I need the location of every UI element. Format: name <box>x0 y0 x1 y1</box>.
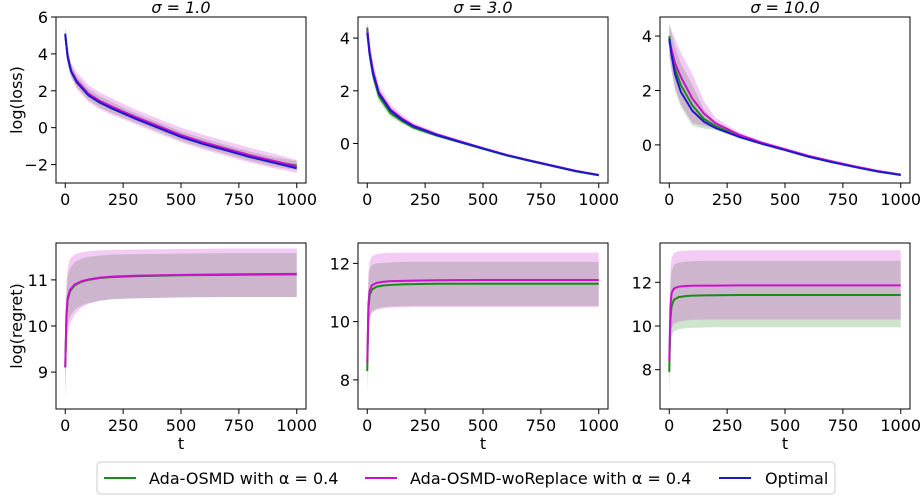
confidence-band-ada-osmd-with-0-4 <box>367 261 599 395</box>
plot-area <box>668 22 901 177</box>
y-tick-label: 4 <box>38 45 48 64</box>
y-tick-label: 0 <box>38 119 48 138</box>
subplot-title: σ = 10.0 <box>750 0 819 17</box>
confidence-band-ada-osmd-with-0-4 <box>367 22 599 177</box>
x-tick-label: 250 <box>410 416 441 435</box>
x-tick-label: 500 <box>166 190 197 209</box>
x-tick-label: 1000 <box>578 416 619 435</box>
x-tick-label: 250 <box>712 416 743 435</box>
y-tick-label: 2 <box>340 82 350 101</box>
x-tick-label: 750 <box>526 416 557 435</box>
x-tick-label: 0 <box>362 416 372 435</box>
confidence-band-ada-osmd-woreplace-with-0-4 <box>367 22 599 177</box>
plot-area <box>366 252 599 395</box>
confidence-band-ada-osmd-woreplace-with-0-4 <box>669 250 901 383</box>
confidence-band-ada-osmd-with-0-4 <box>669 22 901 177</box>
y-tick-label: 4 <box>340 29 350 48</box>
legend-frame <box>96 461 836 495</box>
x-tick-label: 1000 <box>880 416 921 435</box>
legend-label-ada-osmd: Ada-OSMD with α = 0.4 <box>149 469 338 488</box>
x-axis-label: t <box>480 434 486 453</box>
y-axis-label: log(loss) <box>7 66 26 134</box>
series-line-optimal <box>668 38 901 176</box>
x-axis-label: t <box>178 434 184 453</box>
plot-area <box>668 250 901 396</box>
x-tick-label: 500 <box>770 190 801 209</box>
series-line-optimal <box>64 33 297 170</box>
legend-label-ada-osmd-woreplace: Ada-OSMD-woReplace with α = 0.4 <box>410 469 691 488</box>
x-axis-label: t <box>782 434 788 453</box>
series-line-ada-osmd-woreplace-with-0-4 <box>64 35 297 168</box>
x-tick-label: 1000 <box>880 190 921 209</box>
subplot-title: σ = 1.0 <box>151 0 210 17</box>
y-axis-label: log(regret) <box>7 283 26 368</box>
series-line-ada-osmd-woreplace-with-0-4 <box>366 278 599 363</box>
y-tick-label: 0 <box>642 136 652 155</box>
subplot-3: 0 250 500 750 1000 0 2 4 σ = 10.0 <box>642 0 921 209</box>
y-tick-label: 12 <box>330 254 350 273</box>
plot-area <box>64 248 297 400</box>
series-line-ada-osmd-with-0-4 <box>668 293 901 372</box>
x-tick-label: 0 <box>60 190 70 209</box>
legend-label-optimal: Optimal <box>765 469 828 488</box>
series-line-ada-osmd-with-0-4 <box>366 27 599 177</box>
x-tick-label: 250 <box>108 190 139 209</box>
y-tick-label: 2 <box>642 81 652 100</box>
x-tick-label: 250 <box>712 190 743 209</box>
y-tick-label: 10 <box>632 317 652 336</box>
series-line-ada-osmd-woreplace-with-0-4 <box>366 30 599 177</box>
x-tick-label: 0 <box>664 416 674 435</box>
y-tick-label: 10 <box>28 317 48 336</box>
axes-frame <box>357 16 609 184</box>
y-tick-label: 8 <box>340 371 350 390</box>
x-tick-label: 500 <box>770 416 801 435</box>
series-line-optimal <box>366 32 599 177</box>
confidence-band-ada-osmd-woreplace-with-0-4 <box>669 25 901 177</box>
x-tick-label: 750 <box>526 190 557 209</box>
subplot-6: 0 250 500 750 1000 8 10 12 t <box>632 242 921 453</box>
x-tick-label: 0 <box>362 190 372 209</box>
y-tick-label: 8 <box>642 361 652 380</box>
x-tick-label: 500 <box>166 416 197 435</box>
plot-area <box>64 26 297 173</box>
subplot-5: 0 250 500 750 1000 8 10 12 t <box>330 242 619 453</box>
x-tick-label: 500 <box>468 190 499 209</box>
subplot-1: 0 250 500 750 1000 −2 0 2 4 6 σ = 1.0 log(loss) <box>7 0 317 209</box>
subplot-title: σ = 3.0 <box>453 0 512 17</box>
x-tick-label: 750 <box>828 416 859 435</box>
x-tick-label: 1000 <box>276 190 317 209</box>
y-tick-label: −2 <box>24 156 48 175</box>
y-tick-label: 2 <box>38 82 48 101</box>
legend: Ada-OSMD with α = 0.4 Ada-OSMD-woReplace… <box>96 461 836 495</box>
y-tick-label: 4 <box>642 27 652 46</box>
x-tick-label: 750 <box>224 190 255 209</box>
subplot-4: 0 250 500 750 1000 9 10 11 t log(regret) <box>7 242 317 453</box>
y-tick-label: 11 <box>28 271 48 290</box>
y-tick-label: 6 <box>38 8 48 27</box>
y-tick-label: 0 <box>340 134 350 153</box>
plot-area <box>366 22 599 177</box>
x-tick-label: 250 <box>410 190 441 209</box>
y-tick-label: 10 <box>330 313 350 332</box>
confidence-band-ada-osmd-woreplace-with-0-4 <box>65 248 297 396</box>
y-tick-label: 9 <box>38 363 48 382</box>
series-line-ada-osmd-woreplace-with-0-4 <box>64 272 297 368</box>
subplot-2: 0 250 500 750 1000 0 2 4 σ = 3.0 <box>340 0 619 209</box>
x-tick-label: 1000 <box>578 190 619 209</box>
x-tick-label: 0 <box>60 416 70 435</box>
x-tick-label: 0 <box>664 190 674 209</box>
x-tick-label: 250 <box>108 416 139 435</box>
confidence-band-ada-osmd-with-0-4 <box>65 253 297 400</box>
confidence-band-ada-osmd-woreplace-with-0-4 <box>367 252 599 386</box>
x-tick-label: 500 <box>468 416 499 435</box>
x-tick-label: 750 <box>224 416 255 435</box>
y-tick-label: 12 <box>632 273 652 292</box>
series-line-ada-osmd-woreplace-with-0-4 <box>668 284 901 361</box>
x-tick-label: 750 <box>828 190 859 209</box>
x-tick-label: 1000 <box>276 416 317 435</box>
confidence-band-ada-osmd-woreplace-with-0-4 <box>65 26 297 173</box>
